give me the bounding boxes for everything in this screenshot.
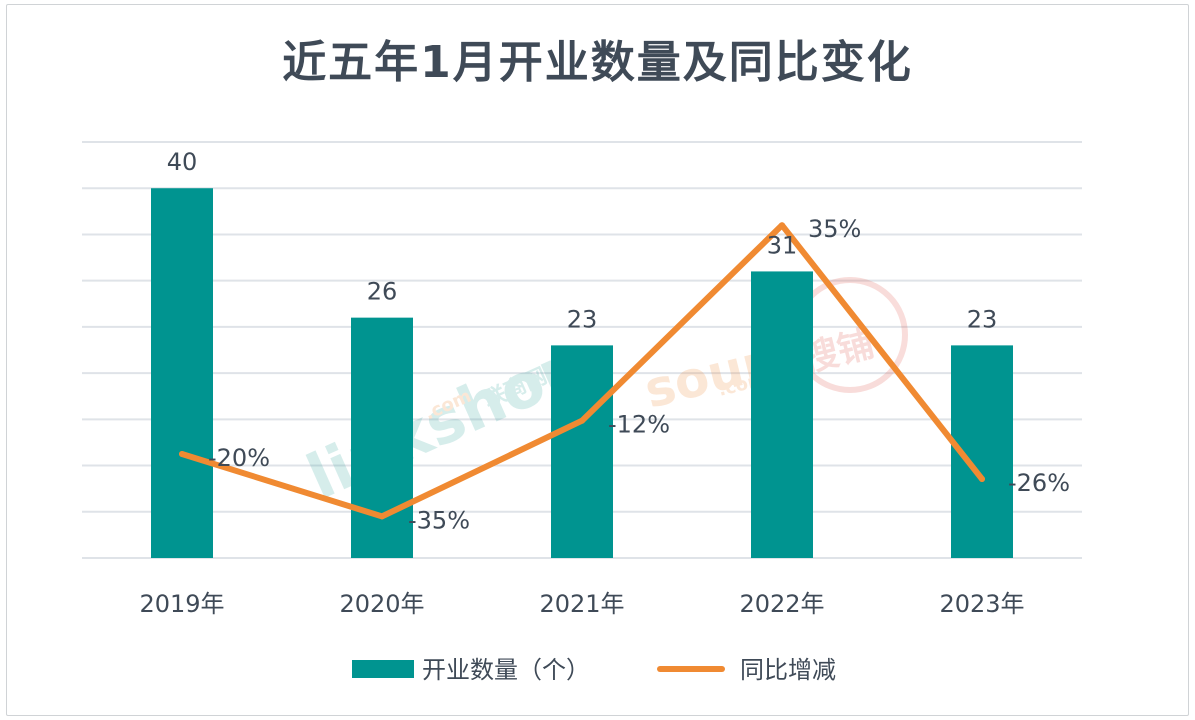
line-point [779,222,785,229]
line-value-labels: -20% -35% -12% 35% -26% [208,215,1070,534]
x-tick-label: 2019年 [139,590,224,618]
x-axis-tick-labels: 2019年 2020年 2021年 2022年 2023年 [139,590,1024,618]
bar-value-labels: 40 26 23 31 23 [167,148,998,333]
line-value-label: -20% [208,444,270,472]
line-value-label: -12% [608,411,670,439]
line-point [579,417,585,424]
bar-value-label: 31 [767,231,798,259]
x-tick-label: 2021年 [539,590,624,618]
line-point [179,451,185,457]
bar-value-label: 26 [367,278,398,306]
legend-label-line: 同比增减 [740,656,836,684]
bar-value-label: 23 [567,305,598,333]
x-tick-label: 2022年 [739,590,824,618]
bar [751,271,813,558]
x-tick-label: 2020年 [339,590,424,618]
line-point [379,513,385,520]
legend-label-bar: 开业数量（个） [422,656,590,684]
bar-value-label: 40 [167,148,198,176]
line-value-label: 35% [808,215,861,243]
bar-value-label: 23 [967,305,998,333]
line-series [179,222,985,520]
legend: 开业数量（个） 同比增减 [352,656,836,684]
bar-series [151,188,1013,558]
legend-swatch-bar [352,660,414,678]
bar [151,188,213,558]
chart-title: 近五年1月开业数量及同比变化 [282,37,913,88]
bar [551,345,613,558]
x-tick-label: 2023年 [939,590,1024,618]
line-value-label: -35% [408,506,470,534]
bar [351,317,413,558]
line-value-label: -26% [1008,469,1070,497]
line-point [979,475,985,482]
